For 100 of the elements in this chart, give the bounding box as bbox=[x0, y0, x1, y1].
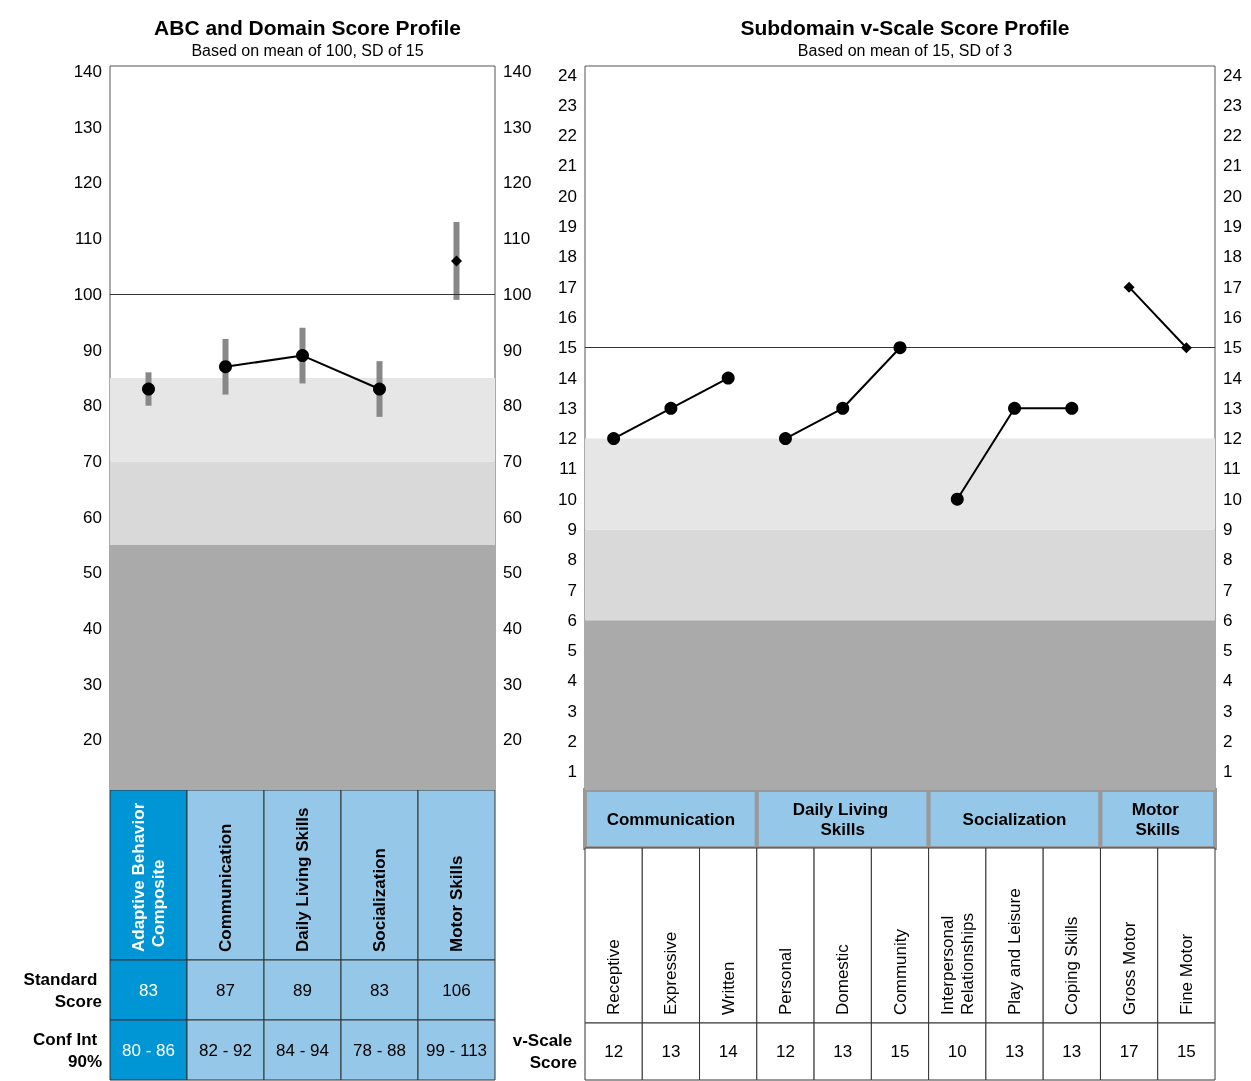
y2-tick-label: 22 bbox=[1223, 126, 1242, 146]
x-tick-label: Written bbox=[718, 961, 738, 1015]
x-tick-label: Coping Skills bbox=[1062, 916, 1082, 1015]
x-tick-label: Communication bbox=[216, 823, 235, 952]
y2-tick-label: 30 bbox=[503, 674, 522, 694]
y-tick-label: 100 bbox=[73, 284, 102, 304]
y2-tick-label: 70 bbox=[503, 451, 522, 471]
text: 83 bbox=[370, 980, 389, 1000]
x-tick-label: Interpersonal Relationships bbox=[937, 911, 977, 1015]
y2-tick-label: 16 bbox=[1223, 307, 1242, 327]
x-tick-label: Play and Leisure bbox=[1005, 888, 1025, 1015]
x-tick-label: Fine Motor bbox=[1176, 933, 1196, 1015]
y2-tick-label: 18 bbox=[1223, 247, 1242, 267]
y2-tick-label: 100 bbox=[503, 284, 532, 304]
y-tick-label: 20 bbox=[83, 730, 102, 750]
x-tick-label: Expressive bbox=[661, 931, 681, 1015]
y-tick-label: 140 bbox=[73, 62, 102, 82]
y-tick-label: 40 bbox=[83, 618, 102, 638]
y-tick-label: 90 bbox=[83, 340, 102, 360]
y2-tick-label: 19 bbox=[1223, 217, 1242, 237]
y-tick-label: 120 bbox=[73, 173, 102, 193]
y-tick-label: 14 bbox=[558, 368, 577, 388]
text: 14 bbox=[718, 1042, 738, 1061]
y-tick-label: 80 bbox=[83, 396, 102, 416]
y2-tick-label: 17 bbox=[1223, 277, 1242, 297]
chart-title: ABC and Domain Score Profile bbox=[154, 16, 461, 39]
y2-tick-label: 120 bbox=[503, 173, 532, 193]
y-tick-label: 11 bbox=[559, 459, 577, 479]
y2-tick-label: 7 bbox=[1223, 580, 1233, 600]
y-tick-label: 3 bbox=[567, 701, 577, 721]
y-tick-label: 22 bbox=[558, 126, 577, 146]
text: 12 bbox=[604, 1042, 624, 1061]
y2-tick-label: 24 bbox=[1223, 65, 1242, 85]
text: 13 bbox=[833, 1042, 853, 1061]
text: 78 - 88 bbox=[353, 1040, 406, 1060]
y-tick-label: 20 bbox=[558, 186, 577, 206]
y-tick-label: 8 bbox=[567, 550, 577, 570]
y2-tick-label: 21 bbox=[1223, 156, 1242, 176]
y-tick-label: 130 bbox=[73, 117, 102, 137]
text: 10 bbox=[947, 1042, 967, 1061]
y2-tick-label: 130 bbox=[503, 117, 532, 137]
y-tick-label: 18 bbox=[558, 247, 577, 267]
x-tick-label: Receptive bbox=[604, 939, 624, 1015]
y-tick-label: 15 bbox=[558, 338, 577, 358]
text: 82 - 92 bbox=[199, 1040, 252, 1060]
y2-tick-label: 14 bbox=[1223, 368, 1242, 388]
text: Standard Score bbox=[23, 969, 102, 1011]
text: Conf Int 90% bbox=[33, 1029, 102, 1071]
y2-tick-label: 20 bbox=[1223, 186, 1242, 206]
x-tick-label: Socialization bbox=[370, 848, 389, 952]
y2-tick-label: 23 bbox=[1223, 95, 1242, 115]
y-tick-label: 2 bbox=[567, 732, 577, 752]
x-tick-label: Daily Living Skills bbox=[293, 807, 312, 952]
y2-tick-label: 80 bbox=[503, 396, 522, 416]
y-tick-label: 24 bbox=[558, 65, 577, 85]
y2-tick-label: 140 bbox=[503, 62, 532, 82]
y2-tick-label: 60 bbox=[503, 507, 522, 527]
y2-tick-label: 110 bbox=[503, 229, 531, 249]
text: 99 - 113 bbox=[425, 1040, 488, 1060]
y2-tick-label: 3 bbox=[1223, 701, 1233, 721]
y2-tick-label: 20 bbox=[503, 730, 522, 750]
text: 89 bbox=[293, 980, 312, 1000]
y2-tick-label: 40 bbox=[503, 618, 522, 638]
x-tick-label: Domestic bbox=[833, 943, 853, 1015]
y-tick-label: 4 bbox=[567, 671, 577, 691]
y-tick-label: 17 bbox=[558, 277, 577, 297]
y2-tick-label: 5 bbox=[1223, 641, 1233, 661]
y-tick-label: 110 bbox=[74, 229, 102, 249]
y-tick-label: 19 bbox=[558, 217, 577, 237]
y2-tick-label: 15 bbox=[1223, 338, 1242, 358]
y-tick-label: 21 bbox=[558, 156, 577, 176]
y2-tick-label: 6 bbox=[1223, 610, 1233, 630]
text: 87 bbox=[216, 980, 235, 1000]
y-tick-label: 7 bbox=[567, 580, 577, 600]
x-tick-label: Personal bbox=[775, 947, 795, 1015]
y2-tick-label: 8 bbox=[1223, 550, 1233, 570]
y2-tick-label: 11 bbox=[1223, 459, 1241, 479]
text: v-Scale Score bbox=[512, 1031, 577, 1072]
x-tick-label: Adaptive Behavior Composite bbox=[129, 802, 168, 952]
y-tick-label: 10 bbox=[558, 489, 577, 509]
text: 17 bbox=[1119, 1042, 1139, 1061]
y2-tick-label: 4 bbox=[1223, 671, 1233, 691]
chart-subtitle: Based on mean of 15, SD of 3 bbox=[797, 41, 1013, 59]
y2-tick-label: 1 bbox=[1223, 762, 1233, 782]
y-tick-label: 16 bbox=[558, 307, 577, 327]
y-tick-label: 12 bbox=[558, 429, 577, 449]
x-tick-label: Motor Skills bbox=[447, 855, 466, 952]
y-tick-label: 13 bbox=[558, 398, 577, 418]
y-tick-label: 9 bbox=[567, 519, 577, 539]
chart-subtitle: Based on mean of 100, SD of 15 bbox=[191, 41, 424, 59]
y2-tick-label: 2 bbox=[1223, 732, 1233, 752]
y2-tick-label: 13 bbox=[1223, 398, 1242, 418]
text: 106 bbox=[442, 980, 471, 1000]
text: 13 bbox=[1005, 1042, 1025, 1061]
y2-tick-label: 12 bbox=[1223, 429, 1242, 449]
x-tick-label: Community bbox=[890, 928, 910, 1015]
y2-tick-label: 90 bbox=[503, 340, 522, 360]
y-tick-label: 50 bbox=[83, 563, 102, 583]
y-tick-label: 30 bbox=[83, 674, 102, 694]
text: 12 bbox=[775, 1042, 795, 1061]
